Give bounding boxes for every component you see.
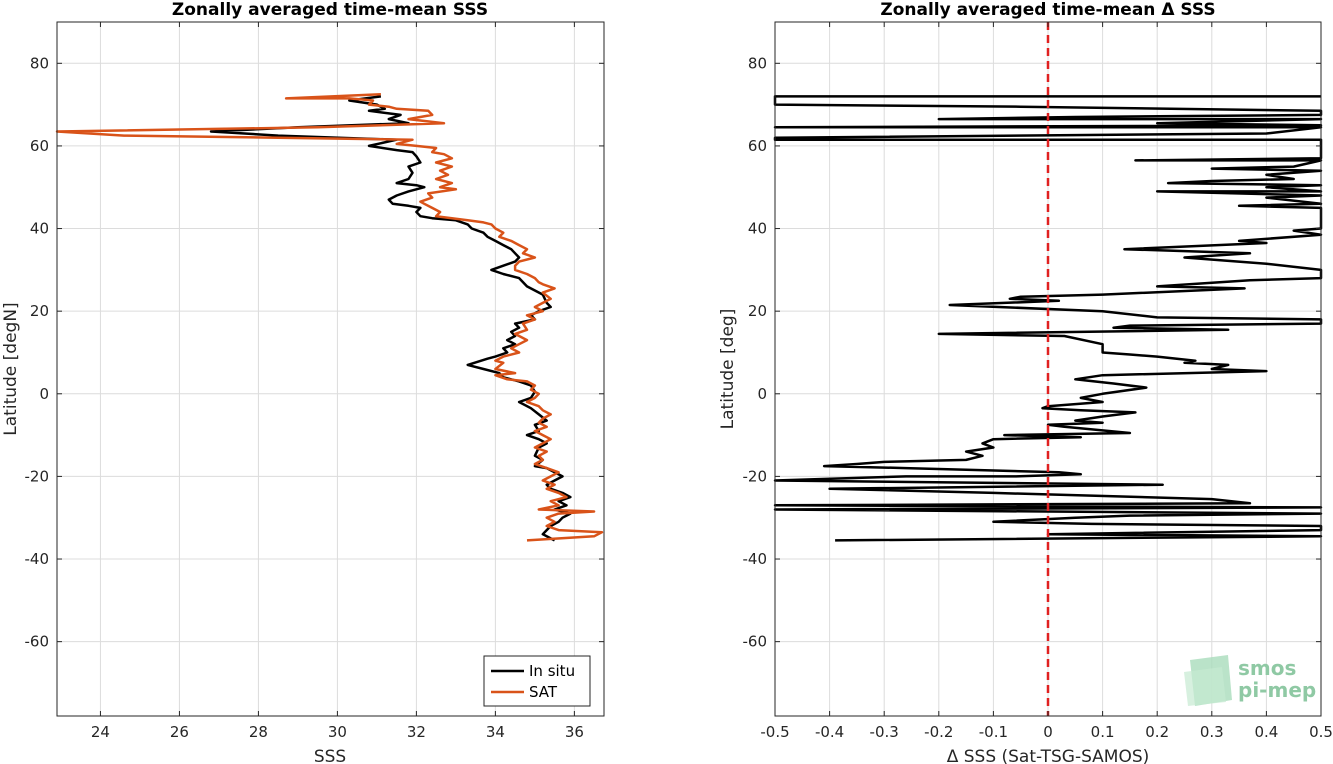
x-tick-label: 36 (565, 723, 584, 741)
y-tick-label: 80 (30, 54, 49, 72)
yticks-delta-sss: 80 60 40 20 0 -20 -40 -60 (743, 54, 1321, 651)
x-tick-label: 28 (249, 723, 268, 741)
x-tick-label: -0.1 (979, 723, 1008, 741)
legend: In situ SAT (483, 655, 591, 707)
x-tick-label: 30 (328, 723, 347, 741)
xticks-delta-sss: -0.5 -0.4 -0.3 -0.2 -0.1 0 0.1 0.2 0.3 0.4 0.5 (760, 22, 1333, 741)
x-tick-label: -0.2 (924, 723, 953, 741)
logo-graphic-shade (1184, 667, 1226, 706)
y-tick-label: 0 (39, 385, 49, 403)
y-tick-label: 40 (748, 220, 767, 238)
smos-pi-mep-logo: smos pi-mep (1184, 655, 1316, 706)
title-delta-sss: Zonally averaged time-mean Δ SSS (880, 0, 1215, 20)
legend-label-in-situ: In situ (529, 662, 575, 680)
x-tick-label: 0.2 (1145, 723, 1169, 741)
plot-frame-sss (56, 21, 605, 717)
y-tick-label: -20 (25, 467, 50, 485)
x-tick-label: -0.3 (870, 723, 899, 741)
legend-label-sat: SAT (529, 683, 558, 701)
y-tick-label: -20 (743, 467, 768, 485)
y-tick-label: 40 (30, 220, 49, 238)
title-sss: Zonally averaged time-mean SSS (172, 0, 488, 20)
series-line-sat (55, 93, 604, 542)
logo-text-smos: smos (1238, 656, 1296, 680)
legend-box (483, 655, 591, 707)
y-tick-label: -60 (743, 633, 768, 651)
y-tick-label: 0 (757, 385, 767, 403)
xticks-sss: 24 26 28 30 32 34 36 (91, 22, 584, 741)
xlabel-sss: SSS (314, 747, 346, 764)
yticks-sss: 80 60 40 20 0 -20 -40 -60 (25, 54, 604, 651)
x-tick-label: 0 (1043, 723, 1053, 741)
panel-sss: Zonally averaged time-mean SSS 24 26 28 30 3… (1, 0, 605, 764)
y-tick-label: 20 (748, 302, 767, 320)
y-tick-label: 80 (748, 54, 767, 72)
x-tick-label: -0.4 (815, 723, 844, 741)
series-line-delta-sss (773, 95, 1323, 542)
xlabel-delta-sss: Δ SSS (Sat-TSG-SAMOS) (947, 747, 1150, 764)
x-tick-label: 32 (407, 723, 426, 741)
x-tick-label: 0.5 (1309, 723, 1333, 741)
y-tick-label: -40 (743, 550, 768, 568)
x-tick-label: -0.5 (760, 723, 789, 741)
y-tick-label: 20 (30, 302, 49, 320)
x-tick-label: 0.4 (1254, 723, 1278, 741)
logo-text-pi-mep: pi-mep (1238, 678, 1316, 702)
ylabel-sss: Latitude [degN] (1, 302, 21, 435)
x-tick-label: 26 (170, 723, 189, 741)
y-tick-label: 60 (748, 137, 767, 155)
x-tick-label: 24 (91, 723, 110, 741)
series-group-delta-sss (773, 95, 1323, 542)
x-tick-label: 34 (486, 723, 505, 741)
series-line-in-situ (209, 95, 572, 542)
panel-delta-sss: Zonally averaged time-mean Δ SSS -0.5 -0.… (718, 0, 1333, 764)
series-group-sss (55, 93, 604, 542)
y-tick-label: -60 (25, 633, 50, 651)
y-tick-label: 60 (30, 137, 49, 155)
y-tick-label: -40 (25, 550, 50, 568)
ylabel-delta-sss: Latitude [deg] (718, 309, 738, 430)
x-tick-label: 0.3 (1200, 723, 1224, 741)
x-tick-label: 0.1 (1091, 723, 1115, 741)
